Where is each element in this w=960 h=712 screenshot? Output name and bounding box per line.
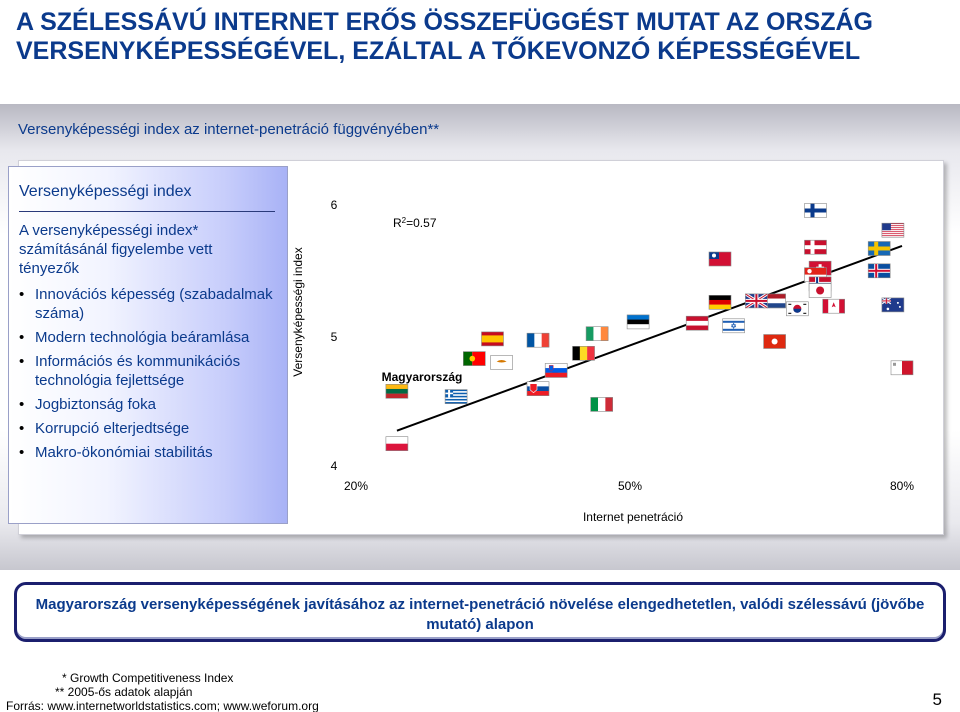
r-squared-value: =0.57 [406,216,437,230]
spain-flag-point [481,331,504,347]
ireland-flag-point [585,326,609,342]
conclusion-text: Magyarország versenyképességének javítás… [35,596,925,633]
factor-heading: Versenyképességi index [19,183,192,200]
conclusion-box: Magyarország versenyképességének javítás… [14,582,946,642]
factor-intro: A versenyképességi index* számításánál f… [19,222,213,277]
y-tick-label: 4 [331,459,338,473]
title-line-2: VERSENYKÉPESSÉGÉVEL, EZÁLTAL A TŐKEVONZÓ… [16,37,861,65]
poland-flag-point [385,436,409,452]
factor-panel: Versenyképességi index A versenyképesség… [8,166,288,524]
uk-flag-point [744,292,769,310]
australia-flag-point [881,297,905,313]
r-squared-sup: 2 [402,216,407,225]
x-tick-label: 80% [890,479,914,493]
france-flag-point [526,332,550,348]
x-ticks: 20% 50% 80% [344,479,914,493]
footnote-gci: * Growth Competitiveness Index [62,671,234,685]
data-points [385,203,914,452]
factor-list: Innovációs képesség (szabadalmak száma) … [19,285,279,467]
lithuania-flag-point [385,383,409,399]
israel-flag-point [722,318,745,334]
y-axis-label: Versenyképességi index [291,247,305,376]
factor-item: Információs és kommunikációs technológia… [19,352,279,390]
malta-flag-point [890,360,914,376]
r-squared-r: R [393,216,402,230]
r-squared-label: R2=0.57 [393,216,437,230]
y-tick-label: 5 [331,330,338,344]
iceland-flag-point [867,263,891,279]
estonia-flag-point [626,314,650,330]
factor-item: Makro-ökonómiai stabilitás [19,443,279,462]
factor-item: Innovációs képesség (szabadalmak száma) [19,285,279,323]
belgium-flag-point [572,345,595,361]
germany-flag-point [708,294,732,310]
hongkong-flag-point [763,334,786,349]
slovakia-flag-point [526,381,550,397]
footnote-year: ** 2005-ős adatok alapján [55,685,193,699]
sweden-flag-point [867,241,891,256]
denmark-flag-point [804,239,827,255]
usa-flag-point [881,222,905,238]
factor-item: Jogbiztonság foka [19,395,279,414]
finland-flag-point [804,203,827,218]
factor-item: Korrupció elterjedtsége [19,419,279,438]
slovenia-flag-point [544,363,568,378]
hungary-label: Magyarország [382,370,463,384]
y-ticks: 6 5 4 [331,198,338,473]
portugal-flag-point [462,351,486,366]
chart-subtitle: Versenyképességi index az internet-penet… [18,121,440,138]
cyprus-flag-point [490,355,513,370]
y-axis-label-group: Versenyképességi index [291,247,305,376]
x-tick-label: 50% [618,479,642,493]
y-tick-label: 6 [331,198,338,212]
x-axis-label: Internet penetráció [583,510,683,524]
page-number: 5 [932,690,942,709]
factor-item: Modern technológia beáramlása [19,328,279,347]
footnote-source: Forrás: www.internetworldstatistics.com;… [6,699,319,712]
korea-flag-point [785,301,809,317]
taiwan-flag-point [708,251,732,267]
japan-flag-point [808,283,832,298]
title-line-1: A SZÉLESSÁVÚ INTERNET ERŐS ÖSSZEFÜGGÉST … [16,8,873,36]
canada-flag-point [822,298,846,314]
x-tick-label: 20% [344,479,368,493]
italy-flag-point [590,397,614,412]
factor-divider [19,211,275,212]
greece-flag-point [444,389,468,404]
austria-flag-point [685,315,709,331]
slide-title: A SZÉLESSÁVÚ INTERNET ERŐS ÖSSZEFÜGGÉST … [16,8,946,66]
